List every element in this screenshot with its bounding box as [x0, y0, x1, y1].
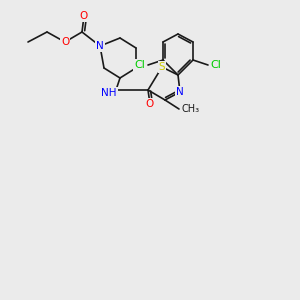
- Text: O: O: [61, 37, 69, 47]
- Text: CH₃: CH₃: [181, 104, 199, 114]
- Text: N: N: [96, 41, 104, 51]
- Text: Cl: Cl: [135, 60, 146, 70]
- Text: S: S: [159, 62, 165, 72]
- Text: Cl: Cl: [211, 60, 221, 70]
- Text: O: O: [146, 99, 154, 109]
- Text: NH: NH: [101, 88, 117, 98]
- Text: N: N: [176, 87, 184, 97]
- Text: O: O: [80, 11, 88, 21]
